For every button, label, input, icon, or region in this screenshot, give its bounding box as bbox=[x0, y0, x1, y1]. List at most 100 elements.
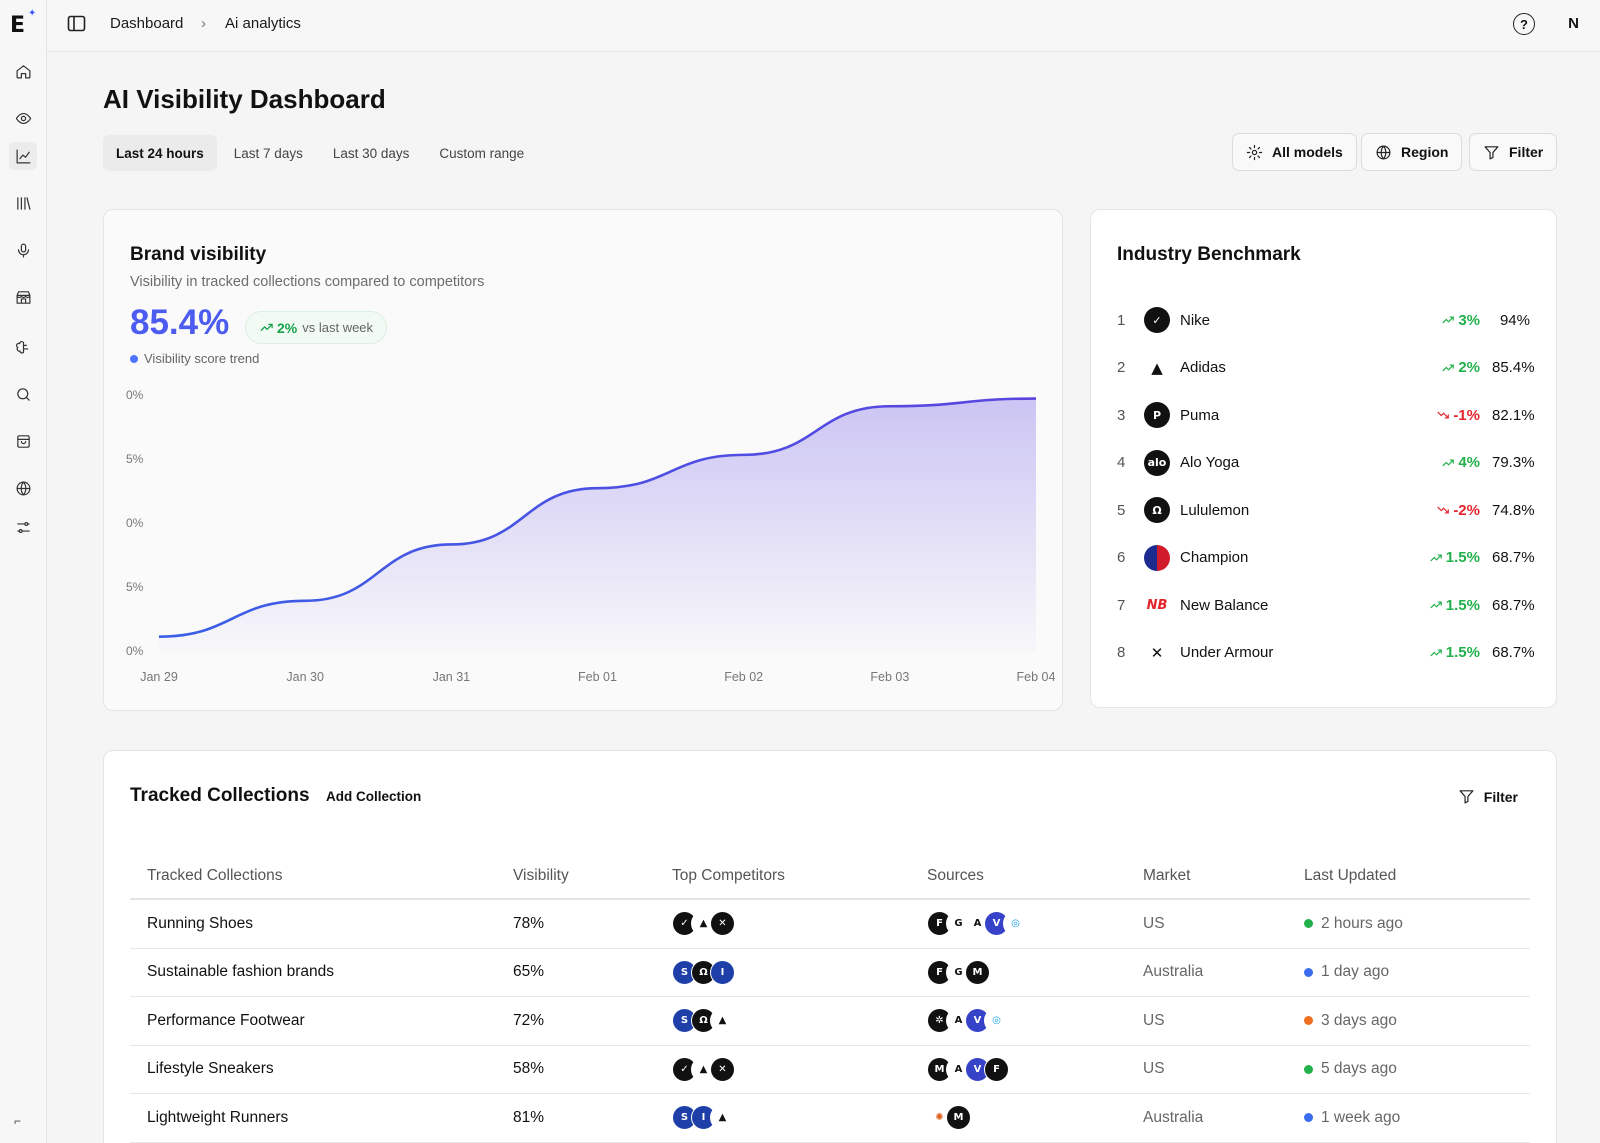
status-dot bbox=[1304, 1016, 1313, 1026]
brand-change-value: 1.5% bbox=[1445, 549, 1480, 566]
column-header[interactable]: Last Updated bbox=[1304, 867, 1397, 884]
column-header[interactable]: Top Competitors bbox=[672, 867, 785, 884]
status-dot bbox=[1304, 919, 1313, 929]
column-header[interactable]: Tracked Collections bbox=[147, 867, 283, 884]
top-bar: Dashboard › Ai analytics ? N bbox=[47, 0, 1600, 52]
tab-custom-range[interactable]: Custom range bbox=[439, 145, 525, 161]
column-header[interactable]: Sources bbox=[927, 867, 984, 884]
collapse-sidebar-icon[interactable]: ⌐ bbox=[14, 1114, 22, 1128]
collection-visibility: 81% bbox=[513, 1108, 545, 1126]
globe-icon[interactable] bbox=[9, 474, 37, 502]
region-label: Region bbox=[1401, 144, 1449, 160]
trend-up-icon bbox=[260, 323, 273, 332]
competitor-logos: ✓ ▲ ✕ bbox=[672, 911, 927, 937]
collections-filter-button[interactable]: Filter bbox=[1458, 788, 1518, 805]
trend-down-icon bbox=[1437, 506, 1450, 514]
tab-last-7-days[interactable]: Last 7 days bbox=[233, 145, 303, 161]
x-tick-label: Feb 01 bbox=[578, 670, 617, 684]
tab-last-24-hours[interactable]: Last 24 hours bbox=[103, 135, 217, 171]
change-suffix: vs last week bbox=[302, 320, 374, 335]
microphone-icon[interactable] bbox=[9, 236, 37, 264]
column-header[interactable]: Visibility bbox=[513, 867, 569, 884]
app-logo[interactable]: E bbox=[10, 13, 26, 38]
legend-label: Visibility score trend bbox=[144, 351, 260, 366]
source-logo-icon: G bbox=[946, 959, 971, 985]
benchmark-row[interactable]: 6 Champion 1.5% 68.7% bbox=[1117, 543, 1535, 573]
sliders-icon[interactable] bbox=[9, 513, 37, 541]
help-icon[interactable]: ? bbox=[1513, 13, 1535, 35]
brand-change: 1.5% bbox=[1429, 644, 1480, 661]
source-logos: ✺ M bbox=[927, 1105, 1143, 1131]
benchmark-row[interactable]: 1 ✓ Nike 3% 94% bbox=[1117, 305, 1530, 335]
sidebar-toggle-icon[interactable] bbox=[67, 15, 87, 33]
trend-up-icon bbox=[1430, 554, 1442, 561]
bag-icon[interactable] bbox=[9, 427, 37, 455]
brand-name: Adidas bbox=[1180, 359, 1226, 376]
date-range-tabs: Last 24 hours Last 7 days Last 30 days C… bbox=[103, 135, 541, 171]
benchmark-rank: 1 bbox=[1117, 311, 1126, 329]
collections-table: Tracked Collections Visibility Top Compe… bbox=[130, 854, 1530, 1143]
brain-icon[interactable] bbox=[9, 333, 37, 361]
breadcrumb-dashboard[interactable]: Dashboard bbox=[110, 15, 184, 32]
brand-change-value: 4% bbox=[1458, 454, 1480, 471]
brand-change-value: 1.5% bbox=[1445, 596, 1480, 614]
competitor-logo-icon: I bbox=[710, 959, 735, 985]
benchmark-title: Industry Benchmark bbox=[1117, 244, 1301, 265]
table-row[interactable]: Running Shoes 78% ✓ ▲ ✕ F G A V ◎ US 2 hours ago bbox=[130, 900, 1530, 949]
source-logo-icon: V bbox=[965, 1056, 990, 1082]
brand-score: 85.4% bbox=[1492, 359, 1535, 376]
brand-logo-icon bbox=[1144, 544, 1170, 571]
filter-button[interactable]: Filter bbox=[1469, 133, 1558, 171]
competitor-logo-icon: ▲ bbox=[710, 1008, 735, 1034]
benchmark-row[interactable]: 8 ✕ Under Armour 1.5% 68.7% bbox=[1117, 638, 1535, 668]
benchmark-row[interactable]: 7 NB New Balance 1.5% 68.7% bbox=[1117, 590, 1535, 620]
region-button[interactable]: Region bbox=[1361, 133, 1463, 171]
brand-change: 4% bbox=[1441, 454, 1480, 471]
last-updated-text: 3 days ago bbox=[1321, 1011, 1397, 1029]
trend-down-icon bbox=[1437, 411, 1450, 419]
last-updated-text: 1 day ago bbox=[1321, 963, 1390, 981]
y-tick-label: 5% bbox=[126, 580, 144, 594]
table-row[interactable]: Lifestyle Sneakers 58% ✓ ▲ ✕ M A V F US 5 days ago bbox=[130, 1046, 1530, 1094]
chart-area-fill bbox=[159, 398, 1036, 652]
industry-benchmark-card: Industry Benchmark 1 ✓ Nike 3% 94% 2 ▲ Adidas 2%… bbox=[1090, 209, 1557, 708]
benchmark-row[interactable]: 2 ▲ Adidas 2% 85.4% bbox=[1117, 353, 1535, 383]
collection-name[interactable]: Performance Footwear bbox=[147, 1011, 305, 1029]
collection-name[interactable]: Sustainable fashion brands bbox=[147, 963, 334, 981]
table-row[interactable]: Lightweight Runners 81% S I ▲ ✺ M Australia 1 we… bbox=[130, 1094, 1530, 1143]
last-updated-text: 5 days ago bbox=[1321, 1060, 1397, 1078]
y-tick-label: 0% bbox=[126, 388, 144, 402]
brand-change-value: -2% bbox=[1453, 501, 1480, 519]
benchmark-row[interactable]: 3 P Puma -1% 82.1% bbox=[1117, 400, 1535, 430]
brand-logo-icon: alo bbox=[1144, 449, 1170, 476]
collection-last-updated: 3 days ago bbox=[1304, 1012, 1530, 1030]
eye-icon[interactable] bbox=[9, 104, 37, 132]
trend-up-icon bbox=[1442, 459, 1455, 466]
table-row[interactable]: Performance Footwear 72% S Ω ▲ ✲ A V ◎ US 3 days a… bbox=[130, 997, 1530, 1046]
benchmark-row[interactable]: 5 Ω Lululemon -2% 74.8% bbox=[1117, 495, 1535, 525]
collection-market: Australia bbox=[1143, 963, 1204, 981]
add-collection-button[interactable]: Add Collection bbox=[326, 789, 422, 804]
avatar[interactable]: N bbox=[1568, 15, 1579, 32]
collection-name[interactable]: Lightweight Runners bbox=[147, 1108, 289, 1126]
benchmark-row[interactable]: 4 alo Alo Yoga 4% 79.3% bbox=[1117, 448, 1535, 478]
library-icon[interactable] bbox=[9, 189, 37, 217]
breadcrumb-current: Ai analytics bbox=[225, 15, 301, 32]
column-header[interactable]: Market bbox=[1143, 867, 1191, 884]
all-models-label: All models bbox=[1272, 144, 1343, 160]
chart-icon[interactable] bbox=[9, 142, 37, 170]
table-row[interactable]: Sustainable fashion brands 65% S Ω I F G M Austr… bbox=[130, 949, 1530, 997]
last-updated-text: 2 hours ago bbox=[1321, 914, 1403, 932]
collection-name[interactable]: Running Shoes bbox=[147, 914, 253, 932]
home-icon[interactable] bbox=[9, 57, 37, 85]
search-icon[interactable] bbox=[9, 380, 37, 408]
all-models-button[interactable]: All models bbox=[1232, 133, 1357, 171]
store-icon[interactable] bbox=[9, 283, 37, 311]
tab-last-30-days[interactable]: Last 30 days bbox=[332, 145, 410, 161]
collection-name[interactable]: Lifestyle Sneakers bbox=[147, 1060, 274, 1078]
sidebar: E ✦ ⌐ bbox=[0, 0, 47, 1143]
brand-score: 68.7% bbox=[1492, 596, 1535, 614]
brand-score: 79.3% bbox=[1492, 454, 1535, 471]
